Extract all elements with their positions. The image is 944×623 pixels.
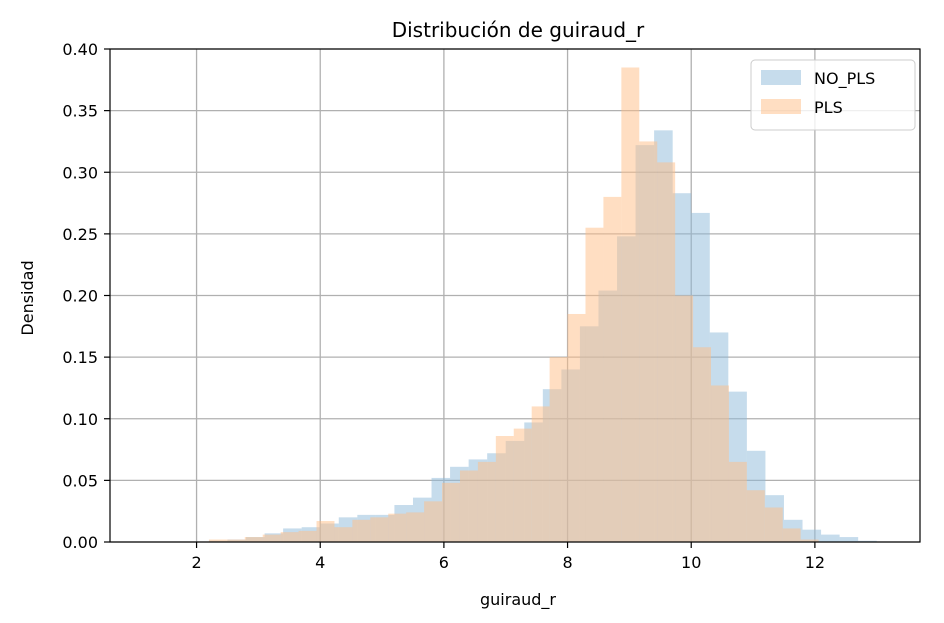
histogram-bar [800,539,819,542]
histogram-bars [208,67,877,543]
histogram-bar [746,490,765,542]
x-tick-label: 4 [315,553,325,572]
legend-swatch [761,70,801,85]
histogram-bar [839,537,859,542]
y-tick-label: 0.00 [62,533,98,552]
histogram-bar [208,539,227,542]
histogram-bar [298,530,317,542]
y-tick-label: 0.20 [62,287,98,306]
histogram-bar [764,507,783,542]
axis-ticks: 2 4 6 8 10 12 0.00 0.05 0.10 0.15 0.20 0.25 0.30 0.35… [62,40,825,572]
histogram-bar [244,537,263,542]
histogram-bar [711,385,729,542]
histogram-bar [280,532,299,542]
y-tick-label: 0.10 [62,410,98,429]
histogram-bar [858,540,877,542]
y-tick-label: 0.40 [62,40,98,59]
histogram-bar [549,357,568,542]
legend: NO_PLS PLS [750,59,916,131]
histogram-bar [821,534,840,542]
y-axis-label: Densidad [18,260,37,335]
histogram-bar [531,406,550,542]
y-tick-label: 0.15 [62,348,98,367]
y-tick-label: 0.25 [62,225,98,244]
chart-title: Distribución de guiraud_r [392,18,645,42]
histogram-bar [406,512,425,542]
x-tick-label: 2 [191,553,201,572]
x-tick-label: 8 [562,553,572,572]
legend-label: NO_PLS [814,69,875,89]
histogram-bar [567,313,586,542]
histogram-bar [657,162,676,542]
legend-label: PLS [814,98,843,117]
y-tick-label: 0.35 [62,102,98,121]
histogram-bar [782,528,801,542]
x-tick-label: 10 [681,553,701,572]
histogram-bar [495,436,514,542]
histogram-bar [316,521,335,542]
histogram-bar [370,517,389,542]
series-pls [208,67,819,543]
histogram-bar [728,461,747,542]
histogram-bar [262,534,281,542]
histogram-bar [621,67,640,543]
legend-swatch [761,99,801,114]
histogram-bar [442,482,460,542]
x-tick-label: 6 [439,553,449,572]
histogram-bar [459,470,478,542]
y-tick-label: 0.05 [62,471,98,490]
histogram-bar [424,501,443,542]
histogram-bar [603,196,622,542]
histogram-bar [352,519,371,542]
histogram-bar [693,347,712,542]
histogram-bar [388,513,407,542]
y-tick-label: 0.30 [62,163,98,182]
histogram-bar [585,227,604,542]
histogram-bar [513,428,532,542]
x-axis-label: guiraud_r [480,590,556,610]
histogram-bar [477,461,496,542]
histogram-bar [675,295,694,542]
histogram-bar [226,539,245,542]
histogram-bar [334,527,353,542]
x-tick-label: 12 [805,553,825,572]
histogram-bar [639,141,658,542]
histogram-bar [802,529,822,542]
